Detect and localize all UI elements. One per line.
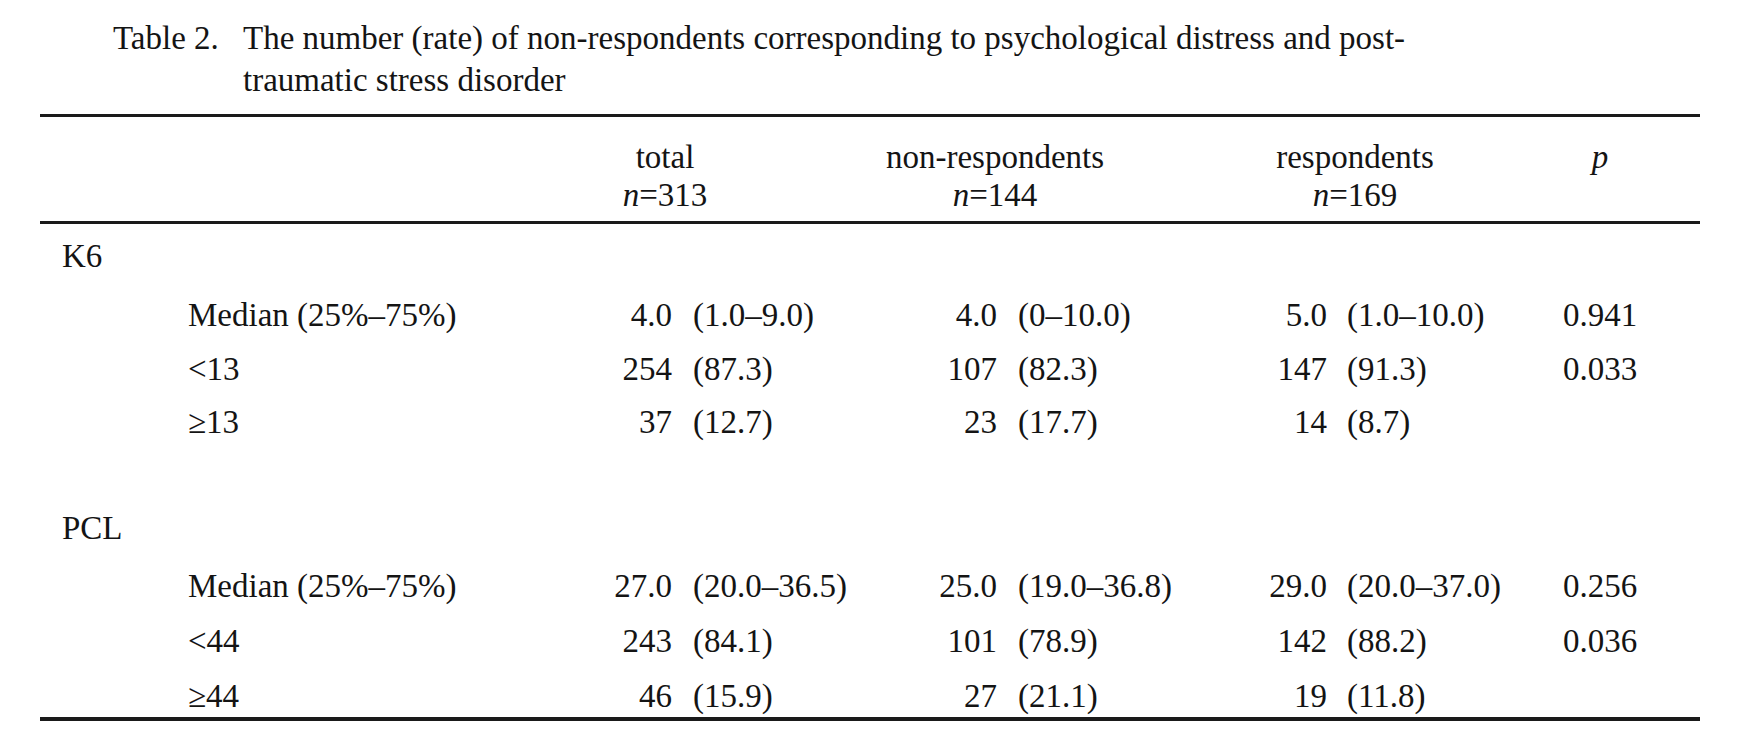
paper-page: Table 2. The number (rate) of non-respon… bbox=[0, 0, 1739, 748]
respondents-rate: (91.3) bbox=[1347, 351, 1490, 388]
nonrespondents-value: 4.0 bbox=[830, 297, 997, 334]
total-rate: (1.0–9.0) bbox=[693, 297, 830, 334]
table-row: Median (25%–75%) 27.0 (20.0–36.5) 25.0 (… bbox=[40, 559, 1700, 614]
total-value: 4.0 bbox=[500, 297, 672, 334]
respondents-rate: (11.8) bbox=[1347, 678, 1490, 715]
nonrespondents-rate: (0–10.0) bbox=[1018, 297, 1160, 334]
column-header-total-n: n=313 bbox=[500, 176, 830, 214]
total-value: 254 bbox=[500, 351, 672, 388]
table-header: total n=313 non-respondents n=144 respon… bbox=[40, 138, 1700, 218]
p-value: 0.941 bbox=[1500, 297, 1700, 334]
nonrespondents-rate: (82.3) bbox=[1018, 351, 1160, 388]
respondents-rate: (1.0–10.0) bbox=[1347, 297, 1490, 334]
column-header-total-label: total bbox=[500, 138, 830, 176]
table-title: The number (rate) of non-respondents cor… bbox=[243, 17, 1405, 101]
column-header-total: total n=313 bbox=[500, 138, 830, 214]
total-rate: (87.3) bbox=[693, 351, 830, 388]
p-value: 0.033 bbox=[1500, 351, 1700, 388]
row-label: <13 bbox=[40, 351, 500, 388]
table-row: <44 243 (84.1) 101 (78.9) 142 (88.2) 0.0… bbox=[40, 614, 1700, 669]
table-body: K6 Median (25%–75%) 4.0 (1.0–9.0) 4.0 (0… bbox=[40, 225, 1700, 723]
table-row: ≥44 46 (15.9) 27 (21.1) 19 (11.8) bbox=[40, 669, 1700, 723]
table-title-line1: The number (rate) of non-respondents cor… bbox=[243, 17, 1405, 59]
column-header-respondents: respondents n=169 bbox=[1190, 138, 1520, 214]
row-label: Median (25%–75%) bbox=[40, 568, 500, 605]
nonrespondents-value: 25.0 bbox=[830, 568, 997, 605]
total-value: 243 bbox=[500, 623, 672, 660]
respondents-rate: (20.0–37.0) bbox=[1347, 568, 1490, 605]
total-value: 37 bbox=[500, 404, 672, 441]
row-label: <44 bbox=[40, 623, 500, 660]
column-header-nonrespondents-n: n=144 bbox=[830, 176, 1160, 214]
respondents-value: 14 bbox=[1160, 404, 1327, 441]
header-rule bbox=[40, 221, 1700, 224]
total-rate: (12.7) bbox=[693, 404, 830, 441]
p-value: 0.256 bbox=[1500, 568, 1700, 605]
respondents-value: 5.0 bbox=[1160, 297, 1327, 334]
total-rate: (84.1) bbox=[693, 623, 830, 660]
section-label: K6 bbox=[40, 238, 1700, 275]
section-row-pcl: PCL bbox=[40, 497, 1700, 559]
nonrespondents-value: 101 bbox=[830, 623, 997, 660]
table-row: ≥13 37 (12.7) 23 (17.7) 14 (8.7) bbox=[40, 396, 1700, 449]
row-label: ≥13 bbox=[40, 404, 500, 441]
respondents-rate: (8.7) bbox=[1347, 404, 1490, 441]
total-value: 27.0 bbox=[500, 568, 672, 605]
column-header-p: p bbox=[1500, 138, 1700, 176]
nonrespondents-rate: (21.1) bbox=[1018, 678, 1160, 715]
nonrespondents-rate: (17.7) bbox=[1018, 404, 1160, 441]
nonrespondents-value: 23 bbox=[830, 404, 997, 441]
nonrespondents-value: 27 bbox=[830, 678, 997, 715]
nonrespondents-value: 107 bbox=[830, 351, 997, 388]
section-row-k6: K6 bbox=[40, 225, 1700, 287]
respondents-value: 19 bbox=[1160, 678, 1327, 715]
section-label: PCL bbox=[40, 510, 1700, 547]
table-title-line2: traumatic stress disorder bbox=[243, 59, 1405, 101]
table-number: Table 2. bbox=[113, 17, 243, 59]
respondents-value: 147 bbox=[1160, 351, 1327, 388]
nonrespondents-rate: (19.0–36.8) bbox=[1018, 568, 1160, 605]
column-header-respondents-n: n=169 bbox=[1190, 176, 1520, 214]
column-header-respondents-label: respondents bbox=[1190, 138, 1520, 176]
respondents-rate: (88.2) bbox=[1347, 623, 1490, 660]
p-value: 0.036 bbox=[1500, 623, 1700, 660]
respondents-value: 29.0 bbox=[1160, 568, 1327, 605]
column-header-nonrespondents: non-respondents n=144 bbox=[830, 138, 1160, 214]
table-row: <13 254 (87.3) 107 (82.3) 147 (91.3) 0.0… bbox=[40, 343, 1700, 396]
row-label: Median (25%–75%) bbox=[40, 297, 500, 334]
table-row: Median (25%–75%) 4.0 (1.0–9.0) 4.0 (0–10… bbox=[40, 287, 1700, 343]
spacer-row bbox=[40, 449, 1700, 497]
top-rule bbox=[40, 114, 1700, 117]
respondents-value: 142 bbox=[1160, 623, 1327, 660]
nonrespondents-rate: (78.9) bbox=[1018, 623, 1160, 660]
total-rate: (15.9) bbox=[693, 678, 830, 715]
table-caption: Table 2. The number (rate) of non-respon… bbox=[113, 17, 1405, 101]
column-header-nonrespondents-label: non-respondents bbox=[830, 138, 1160, 176]
total-value: 46 bbox=[500, 678, 672, 715]
row-label: ≥44 bbox=[40, 678, 500, 715]
total-rate: (20.0–36.5) bbox=[693, 568, 830, 605]
